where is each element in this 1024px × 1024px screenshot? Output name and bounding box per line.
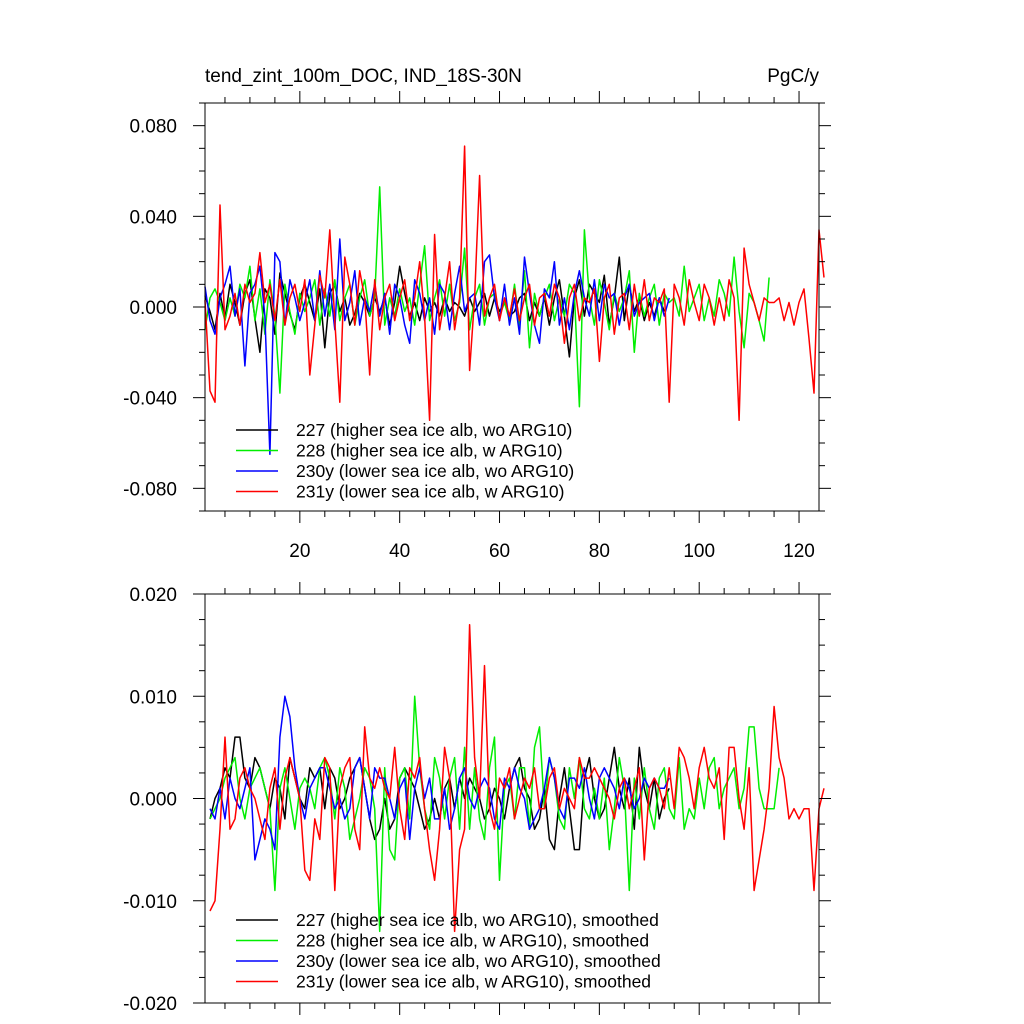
bottom-ytick-label: 0.020 [129, 585, 177, 606]
bottom-plot-lines [209, 623, 825, 933]
top-ytick-label: 0.080 [129, 117, 177, 138]
bottom-series-line-3 [209, 623, 825, 933]
bottom-panel: 0.020 0.010 0.000 -0.010 -0.020 227 (higher … [123, 582, 831, 1015]
bottom-legend-label-1: 228 (higher sea ice alb, w ARG10), smoot… [296, 931, 649, 951]
bottom-ytick-label: 0.000 [129, 790, 177, 811]
top-ytick-label: 0.000 [129, 298, 177, 319]
top-xtick-label: 80 [589, 541, 610, 562]
top-ytick-label: -0.040 [123, 389, 177, 410]
top-series-line-2 [204, 238, 670, 456]
bottom-ytick-label: -0.020 [123, 994, 177, 1015]
top-ytick-label: -0.080 [123, 479, 177, 500]
top-panel-title: tend_zint_100m_DOC, IND_18S-30N [205, 66, 522, 87]
top-panel: tend_zint_100m_DOC, IND_18S-30N PgC/y 0.… [123, 66, 831, 562]
top-panel-units: PgC/y [767, 66, 819, 87]
top-xtick-label: 20 [289, 541, 310, 562]
bottom-series-line-1 [209, 695, 780, 933]
top-legend-label-3: 231y (lower sea ice alb, w ARG10) [296, 482, 564, 502]
bottom-legend-label-3: 231y (lower sea ice alb, w ARG10), smoot… [296, 972, 651, 992]
top-series-line-1 [204, 186, 770, 408]
bottom-ytick-label: 0.010 [129, 687, 177, 708]
top-legend-label-1: 228 (higher sea ice alb, w ARG10) [296, 441, 563, 461]
top-xtick-label: 120 [783, 541, 815, 562]
bottom-legend-label-0: 227 (higher sea ice alb, wo ARG10), smoo… [296, 910, 659, 930]
top-legend-label-0: 227 (higher sea ice alb, wo ARG10) [296, 420, 572, 440]
bottom-axes: 0.020 0.010 0.000 -0.010 -0.020 [123, 582, 831, 1015]
top-xtick-label: 60 [489, 541, 510, 562]
top-series-line-3 [204, 145, 825, 422]
bottom-ytick-label: -0.010 [123, 892, 177, 913]
bottom-legend-label-2: 230y (lower sea ice alb, wo ARG10), smoo… [296, 951, 661, 971]
top-ytick-label: 0.040 [129, 207, 177, 228]
top-legend-label-2: 230y (lower sea ice alb, wo ARG10) [296, 461, 574, 481]
top-axes: 0.080 0.040 0.000 -0.040 -0.080 20 40 60 80 100 12… [123, 91, 831, 562]
top-xtick-label: 40 [389, 541, 410, 562]
top-xtick-label: 100 [683, 541, 715, 562]
top-plot-lines [204, 145, 825, 456]
bottom-legend: 227 (higher sea ice alb, wo ARG10), smoo… [236, 910, 661, 992]
top-legend: 227 (higher sea ice alb, wo ARG10)228 (h… [236, 420, 574, 502]
